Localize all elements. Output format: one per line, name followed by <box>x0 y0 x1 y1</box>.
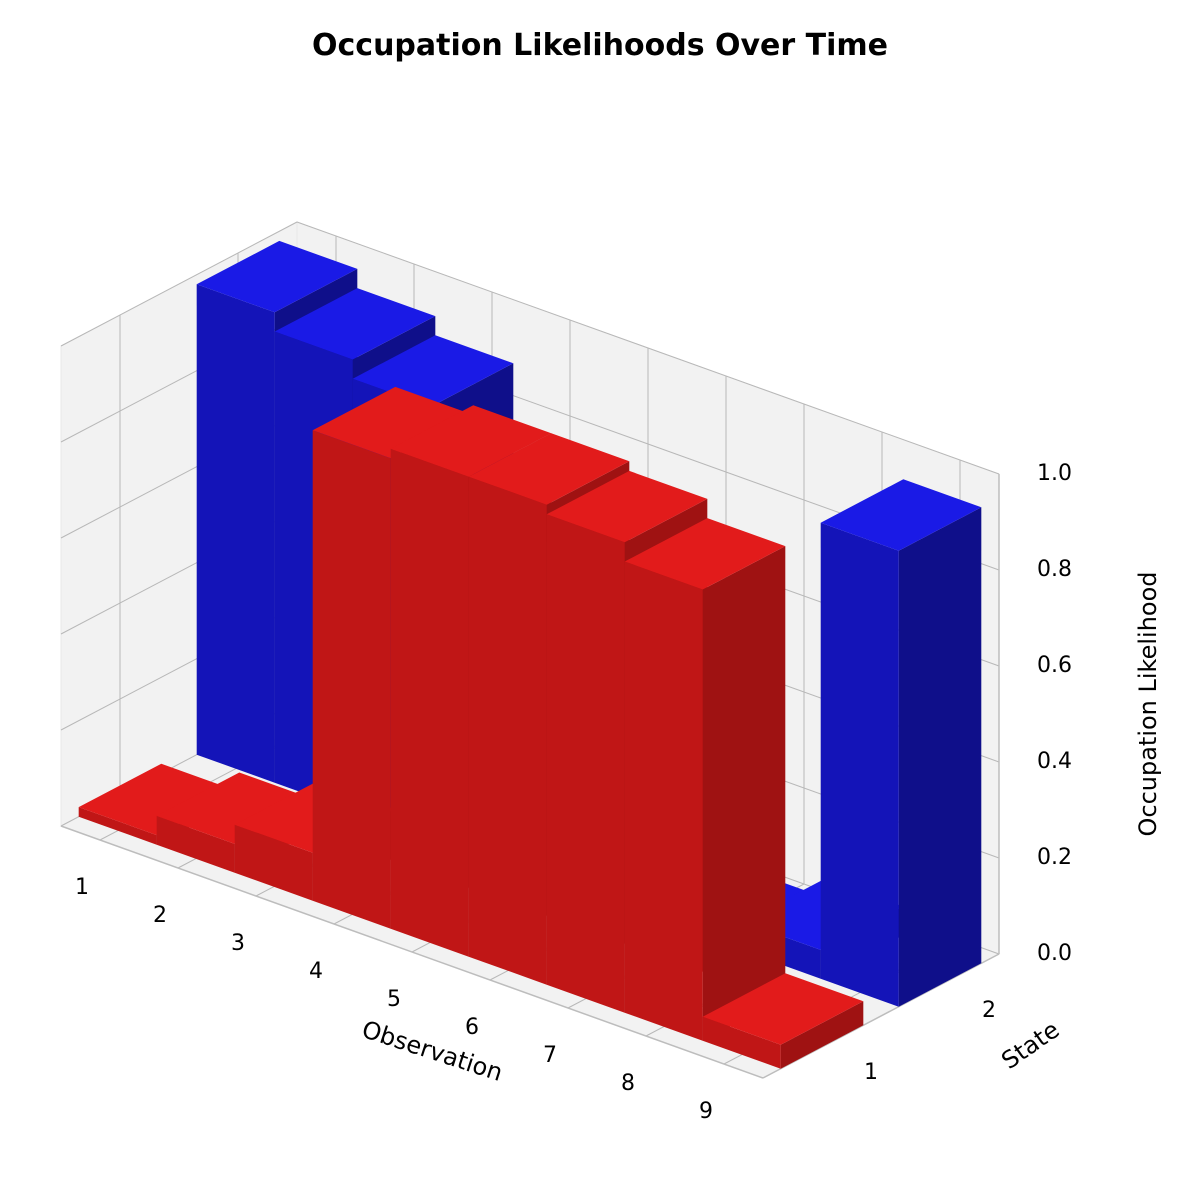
x-tick-label: 1 <box>75 875 89 900</box>
bar-state-1-obs-4-front <box>313 430 391 928</box>
z-axis-label: Occupation Likelihood <box>1134 571 1162 836</box>
x-tick-label: 5 <box>387 987 401 1012</box>
bar-state-1-obs-5-front <box>391 449 469 957</box>
x-tick-label: 7 <box>543 1043 557 1068</box>
x-tick-label: 9 <box>699 1099 713 1124</box>
x-tick-label: 6 <box>465 1015 479 1040</box>
bar-state-2-obs-9-front <box>821 523 899 1007</box>
z-tick-label: 0.0 <box>1037 941 1072 966</box>
y-tick-label: 2 <box>982 998 996 1023</box>
bar-state-2-obs-1-front <box>197 284 275 782</box>
y-tick-label: 1 <box>864 1060 878 1085</box>
y-axis-label: State <box>996 1015 1064 1074</box>
x-tick-label: 4 <box>309 959 323 984</box>
chart-3d-scene: 123456789Observation12State0.00.20.40.60… <box>0 0 1200 1200</box>
z-tick-label: 0.2 <box>1037 845 1072 870</box>
chart-title: Occupation Likelihoods Over Time <box>0 28 1200 63</box>
bar-state-1-obs-8-front <box>625 562 703 1041</box>
x-tick-label: 8 <box>621 1071 635 1096</box>
chart-container: Occupation Likelihoods Over Time 1 2 3 4 5 6 7… <box>0 0 1200 1200</box>
bar-state-1-obs-6-front <box>469 477 547 985</box>
x-tick-label: 3 <box>231 931 245 956</box>
z-tick-label: 0.8 <box>1037 557 1072 582</box>
bar-state-1-obs-8-side <box>703 546 786 1041</box>
bar-state-2-obs-9-side <box>899 507 982 1006</box>
z-tick-label: 1.0 <box>1037 461 1072 486</box>
bar-state-1-obs-7-front <box>547 514 625 1012</box>
x-axis-label: Observation <box>358 1015 506 1087</box>
x-tick-label: 2 <box>153 903 167 928</box>
z-tick-label: 0.6 <box>1037 653 1072 678</box>
z-tick-label: 0.4 <box>1037 749 1072 774</box>
